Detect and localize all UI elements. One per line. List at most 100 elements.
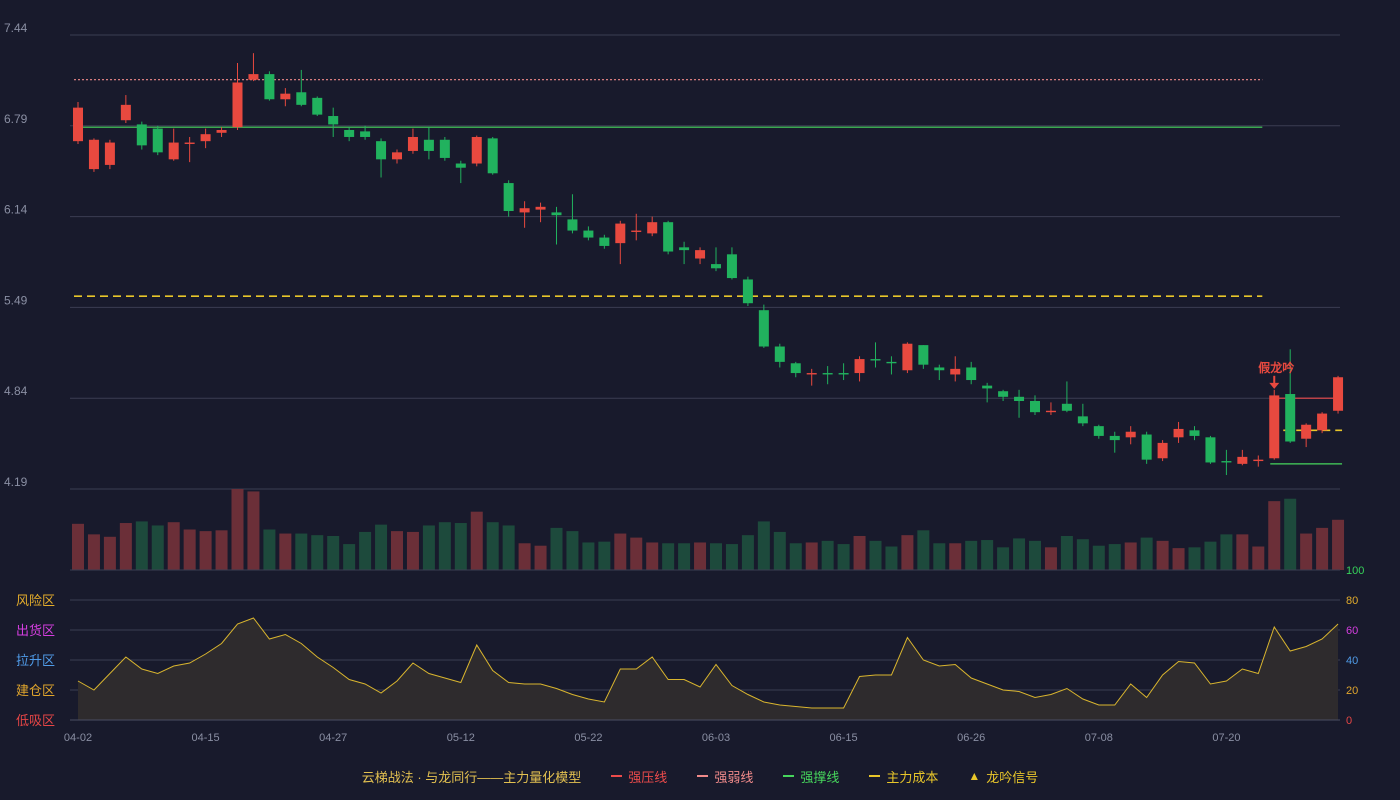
osc-area (78, 618, 1339, 720)
candle-body (136, 124, 147, 146)
legend-label-main-cost: 主力成本 (886, 769, 939, 785)
candle-body (1014, 396, 1025, 401)
volume-bar (694, 542, 707, 570)
volume-bar (741, 535, 754, 570)
candle-body (1030, 400, 1040, 413)
volume-bar (1013, 538, 1026, 570)
volume-bar (1220, 534, 1233, 570)
legend-label-strong-weak: 强弱线 (714, 769, 754, 785)
legend-item-main-cost[interactable]: 主力成本 (869, 767, 938, 786)
x-tick-label: 04-02 (64, 732, 92, 744)
legend-item-dragon-signal[interactable]: ▲ 龙吟信号 (968, 767, 1038, 786)
candle-body (1157, 442, 1168, 459)
candle-body (982, 385, 993, 389)
legend-item-strong-support[interactable]: 强撑线 (783, 767, 839, 786)
volume-bar (502, 525, 515, 570)
legend-label-strong-press: 强压线 (628, 769, 668, 785)
candle-body (647, 222, 658, 234)
candle-body (1077, 416, 1088, 424)
candle-body (503, 183, 514, 212)
candle-body (1205, 437, 1216, 463)
candle-body (774, 346, 785, 362)
volume-bar (997, 547, 1010, 570)
legend-swatch-strong-support (783, 775, 795, 777)
volume-bar (1332, 519, 1345, 570)
candle-body (998, 391, 1009, 397)
candle-body (1141, 434, 1152, 460)
price-tick-label: 4.84 (4, 384, 28, 398)
volume-bar (869, 540, 882, 570)
osc-tick-label: 40 (1346, 655, 1358, 667)
volume-bar (87, 534, 100, 570)
volume-bar (1316, 527, 1329, 570)
legend-swatch-strong-weak (697, 775, 709, 777)
candle-body (1333, 377, 1344, 411)
candle-body (886, 361, 897, 364)
volume-bar (550, 527, 563, 570)
x-tick-label: 07-08 (1085, 732, 1113, 744)
candle-body (168, 142, 179, 160)
osc-zone-label: 出货区 (16, 623, 55, 638)
osc-tick-label: 60 (1346, 625, 1358, 637)
candle-body (392, 152, 402, 160)
x-tick-label: 06-15 (830, 732, 858, 744)
volume-bar (1029, 540, 1041, 570)
candle-body (376, 141, 387, 160)
osc-tick-label: 100 (1346, 565, 1364, 577)
candle-body (296, 92, 307, 105)
candle-body (966, 367, 977, 381)
volume-bar (614, 533, 627, 570)
volume-bar (917, 530, 930, 570)
signal-label: 假龙吟 (1258, 360, 1294, 375)
candle-body (822, 373, 833, 375)
volume-bar (343, 544, 356, 570)
candle-body (583, 230, 594, 238)
volume-bar (981, 540, 994, 570)
candle-body (73, 107, 83, 142)
osc-tick-label: 20 (1346, 685, 1358, 697)
volume-bar (438, 522, 451, 570)
volume-bar (183, 529, 196, 570)
volume-bar (103, 536, 116, 570)
x-tick-label: 06-03 (702, 732, 730, 744)
candle-body (407, 136, 418, 151)
candle-body (551, 212, 562, 216)
volume-bar (327, 535, 340, 570)
candle-body (663, 222, 674, 252)
volume-bar (470, 511, 483, 570)
volume-bar (454, 523, 467, 570)
legend-item-strong-press[interactable]: 强压线 (611, 767, 667, 786)
volume-bar (805, 542, 818, 570)
volume-bar (1204, 541, 1217, 570)
volume-bar (215, 530, 228, 570)
candle-body (870, 359, 881, 361)
candle-body (742, 279, 753, 304)
candle-body (1221, 461, 1232, 463)
candle-body (1285, 394, 1296, 442)
candle-body (1237, 456, 1248, 464)
volume-bar (566, 531, 579, 570)
candle-body (1253, 459, 1264, 462)
signal-arrow-icon (1269, 382, 1280, 389)
candle-body (216, 129, 227, 133)
candle-body (838, 373, 849, 375)
volume-bar (1300, 533, 1313, 570)
candle-body (711, 264, 721, 269)
volume-bar (1108, 544, 1121, 570)
candle-body (232, 82, 243, 128)
volume-bar (646, 542, 659, 570)
triangle-icon: ▲ (968, 769, 981, 783)
candle-body (1125, 431, 1136, 438)
candle-body (487, 138, 498, 174)
chart-legend: 云梯战法 · 与龙同行——主力量化模型 强压线 强弱线 强撑线 主力成本 ▲ 龙… (0, 766, 1400, 786)
candle-body (902, 343, 913, 371)
candle-body (200, 134, 211, 142)
volume-bar (757, 521, 770, 570)
volume-bar (1252, 546, 1265, 570)
candle-body (360, 131, 371, 137)
legend-item-strong-weak[interactable]: 强弱线 (697, 767, 753, 786)
volume-bar (1044, 547, 1057, 570)
x-tick-label: 04-15 (192, 732, 220, 744)
volume-bar (518, 543, 531, 570)
candle-body (328, 116, 339, 125)
